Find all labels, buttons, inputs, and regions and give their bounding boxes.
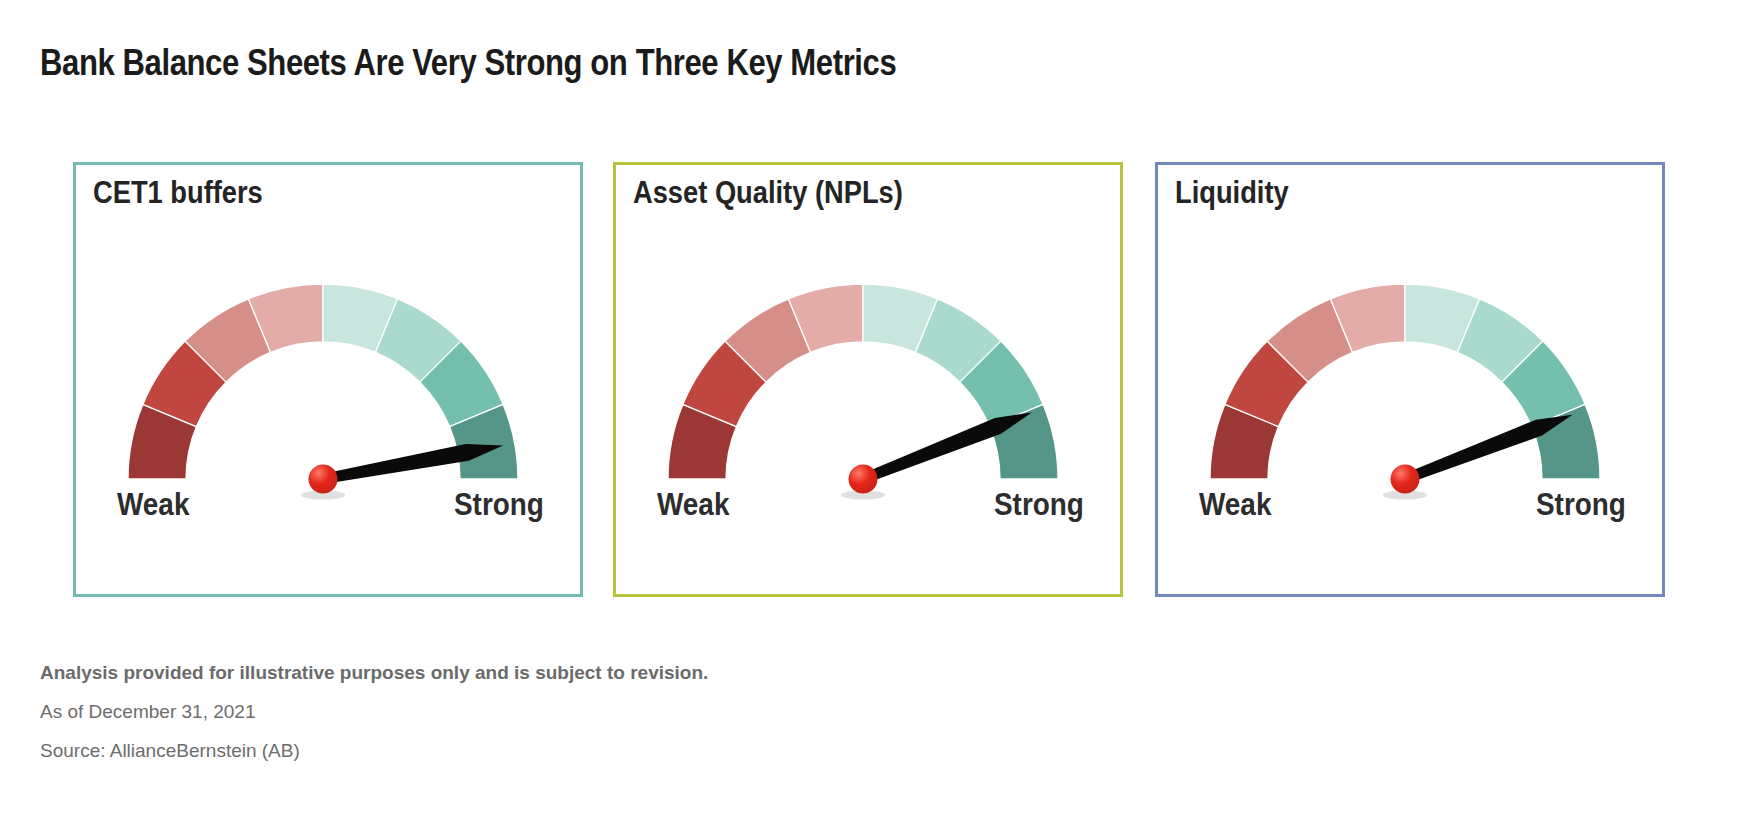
- strong-label: Strong: [414, 487, 584, 523]
- gauge-panel-cet1-buffers: CET1 buffers Weak Strong: [73, 162, 583, 597]
- gauge-chart-cet1: [76, 165, 580, 594]
- weak-label: Weak: [68, 487, 238, 523]
- panel-title: CET1 buffers: [93, 175, 286, 211]
- footnote-disclaimer: Analysis provided for illustrative purpo…: [40, 662, 708, 684]
- page-title-text: Bank Balance Sheets Are Very Strong on T…: [40, 42, 896, 84]
- strong-label: Strong: [1496, 487, 1666, 523]
- panel-title: Asset Quality (NPLs): [633, 175, 940, 211]
- panel-title-text: CET1 buffers: [93, 175, 263, 211]
- footnote-source: Source: AllianceBernstein (AB): [40, 740, 300, 762]
- weak-label: Weak: [1150, 487, 1320, 523]
- gauge-chart-asset-quality: [616, 165, 1120, 594]
- panel-title: Liquidity: [1175, 175, 1304, 211]
- panel-title-text: Liquidity: [1175, 175, 1289, 211]
- gauge-panel-liquidity: Liquidity Weak Strong: [1155, 162, 1665, 597]
- page-title: Bank Balance Sheets Are Very Strong on T…: [40, 42, 1059, 84]
- weak-label: Weak: [608, 487, 778, 523]
- gauge-pivot: [1391, 465, 1420, 494]
- gauge-pivot: [309, 465, 338, 494]
- gauge-pivot: [849, 465, 878, 494]
- strong-label: Strong: [954, 487, 1124, 523]
- gauge-chart-liquidity: [1158, 165, 1662, 594]
- gauge-panel-asset-quality: Asset Quality (NPLs) Weak Strong: [613, 162, 1123, 597]
- chart-canvas: Bank Balance Sheets Are Very Strong on T…: [0, 0, 1738, 818]
- panel-title-text: Asset Quality (NPLs): [633, 175, 903, 211]
- footnote-as-of: As of December 31, 2021: [40, 701, 255, 723]
